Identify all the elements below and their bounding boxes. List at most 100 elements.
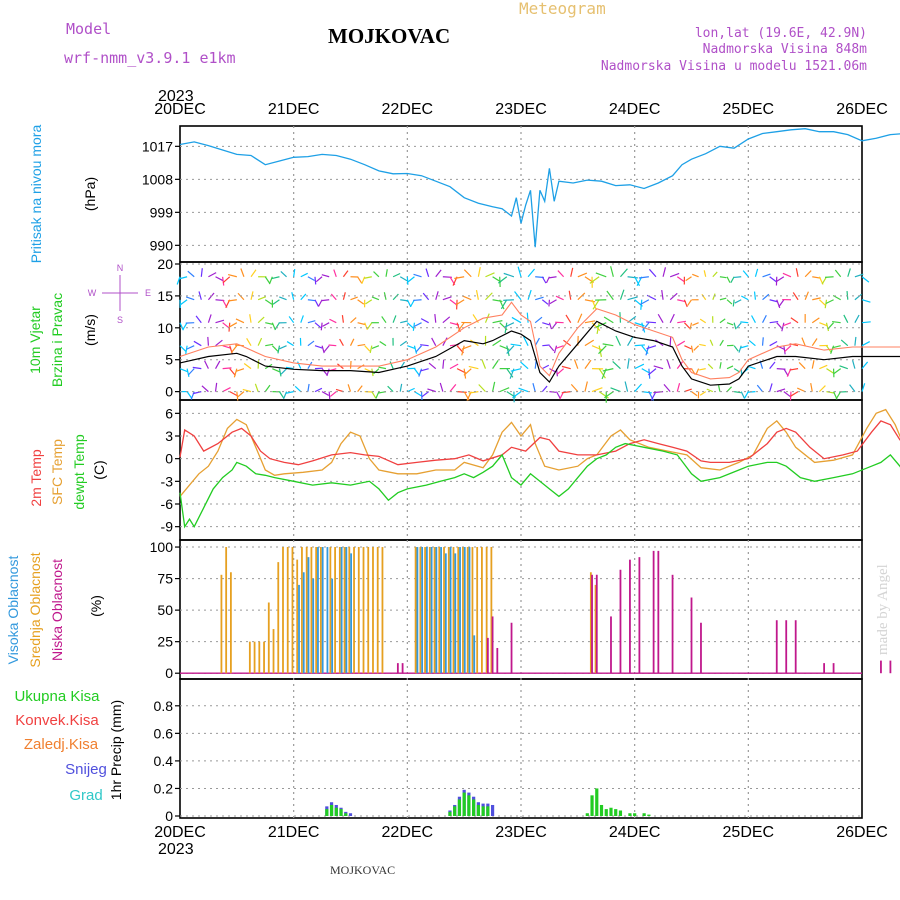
wind-arrow [257, 337, 263, 346]
wind-arrow [561, 365, 571, 370]
wind-arrow [736, 322, 742, 329]
time-tick-top: 26DEC [836, 101, 888, 118]
wind-arrow [699, 391, 707, 396]
wind-arrow [491, 381, 496, 392]
wind-arrow [756, 384, 764, 392]
wind-arrow [825, 299, 834, 305]
wind-arrow [717, 385, 721, 392]
total_precip-bar [618, 810, 623, 816]
wind-arrow [314, 387, 323, 393]
wind-arrow [379, 340, 387, 347]
wind-arrow [280, 271, 287, 278]
wind-arrow [762, 314, 767, 323]
wind-arrow [511, 316, 522, 324]
compass-s: S [117, 315, 123, 325]
wind-arrow [186, 345, 195, 350]
watermark: made by Angel [875, 564, 891, 655]
time-tick-bottom: 20DEC [154, 824, 206, 841]
wind-arrow [610, 266, 614, 277]
wind-arrow [503, 299, 514, 301]
wind-arrow [792, 292, 799, 301]
wind-arrow [307, 276, 315, 282]
wind-arrow [406, 322, 414, 329]
wind-arrow [307, 299, 316, 302]
model-altitude-text: Nadmorska Visina u modelu 1521.06m [601, 59, 867, 74]
wind-arrow [180, 299, 188, 306]
time-tick-bottom: 21DEC [268, 824, 320, 841]
wind-arrow [691, 391, 698, 397]
wind-arrow [726, 299, 733, 305]
wind-arrow [475, 289, 479, 300]
cloud-unit: (%) [88, 595, 104, 617]
wind-arrow [277, 345, 281, 354]
coords-text: lon,lat (19.6E, 42.9N) [695, 26, 867, 41]
wind-arrow [442, 296, 452, 301]
precip-legend-item: Zaledj.Kisa [24, 736, 99, 753]
wind-arrow [595, 272, 607, 278]
wind-arrow [333, 269, 337, 277]
wind-arrow [242, 388, 252, 393]
total_precip-bar [609, 807, 613, 816]
total_precip-bar [467, 795, 471, 816]
wind-arrow [602, 368, 614, 372]
wind-arrow [364, 276, 372, 279]
wind-arrow [265, 343, 274, 347]
wind-arrow [392, 272, 401, 278]
wind-arrow [591, 345, 603, 351]
precip-ylabel: 1hr Precip (mm) [108, 700, 124, 800]
wind-arrow [790, 317, 799, 324]
total_precip-bar [604, 809, 608, 816]
wind-arrow [615, 335, 622, 346]
wind-arrow [733, 276, 742, 279]
wind-arrow [801, 337, 806, 346]
wind-arrow [237, 292, 245, 301]
y-tick-label: 25 [157, 634, 173, 650]
wind-arrow [854, 273, 864, 278]
wind-arrow [222, 367, 232, 370]
total_precip-bar [462, 792, 466, 816]
wind-arrow [518, 387, 529, 393]
wind-arrow [541, 385, 548, 393]
wind-arrow [690, 345, 694, 353]
wind-arrow [534, 337, 540, 346]
total_precip-bar [595, 788, 599, 816]
wind-arrow [314, 276, 317, 285]
wind-arrow [288, 316, 295, 324]
wind-arrow [657, 313, 664, 324]
year-bottom: 2023 [158, 841, 194, 858]
wind-arrow [790, 391, 799, 397]
wind-arrow [492, 339, 502, 347]
wind-arrow [650, 391, 657, 401]
wind-arrow [719, 297, 727, 301]
wind-arrow [826, 368, 834, 374]
total_precip-bar [334, 807, 338, 816]
wind-arrow [357, 343, 366, 347]
wind-arrow [620, 268, 628, 278]
wind-arrow [730, 276, 735, 284]
sfc-temp-line [179, 408, 900, 497]
wind-arrow [707, 363, 714, 370]
wind-arrow [392, 293, 399, 301]
wind-arrow [762, 293, 770, 301]
wind-arrow [669, 336, 672, 346]
wind-unit: (m/s) [82, 314, 98, 346]
model-name: wrf-nmm_v3.9.1 e1km [64, 49, 236, 67]
wind-arrow [449, 383, 457, 392]
wind-arrow [627, 296, 638, 301]
wind-arrow [341, 315, 344, 323]
wind-arrow [861, 276, 870, 283]
wind-arrow [520, 361, 529, 370]
wind-arrow [624, 381, 629, 392]
wind-arrow [512, 391, 522, 399]
wind-arrow [250, 269, 257, 278]
footer-station: MOJKOVAC [330, 863, 395, 877]
wind-arrow [541, 299, 549, 305]
wind-arrow [442, 316, 451, 324]
wind-arrow [565, 314, 572, 324]
wind-arrow [701, 293, 707, 301]
wind-arrow [861, 341, 871, 347]
wind-arrow [527, 289, 532, 300]
wind-arrow [634, 344, 645, 347]
wind-arrow [280, 368, 287, 375]
wind-arrow [663, 383, 671, 393]
